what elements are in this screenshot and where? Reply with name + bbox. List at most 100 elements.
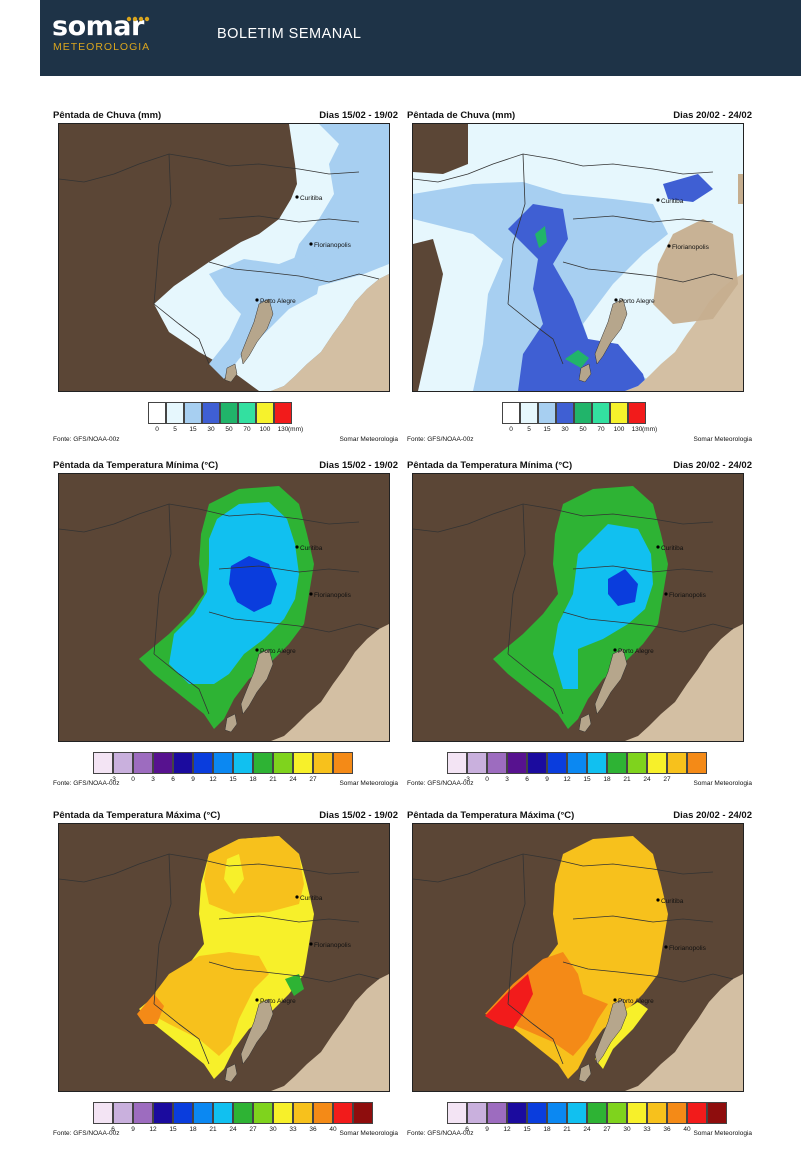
scale-tick-label: 0 [155, 426, 159, 433]
source-label: Fonte: GFS/NOAA-00z [53, 1130, 120, 1137]
city-label-florianopolis: Florianopolis [672, 244, 710, 251]
panel-title: Pêntada da Temperatura Mínima (°C) [407, 460, 573, 471]
scale-swatch [113, 752, 133, 774]
city-label-porto-alegre: Porto Alegre [618, 648, 654, 655]
scale-swatch [567, 1102, 587, 1124]
credit-label: Somar Meteorologia [693, 780, 752, 787]
city-label-porto-alegre: Porto Alegre [619, 298, 655, 305]
city-label-curitiba: Curitiba [661, 545, 684, 552]
scale-swatch [647, 752, 667, 774]
panel-title: Pêntada da Temperatura Máxima (°C) [53, 810, 221, 821]
scale-swatch [153, 752, 173, 774]
scale-tick-label: 27 [249, 1126, 257, 1133]
scale-swatch [213, 752, 233, 774]
panel-title: Pêntada de Chuva (mm) [407, 110, 516, 121]
city-label-porto-alegre: Porto Alegre [260, 998, 296, 1005]
scale-tick-label: 33 [289, 1126, 297, 1133]
color-scale: -3 0 3 6 9 12 15 18 21 24 27 [447, 752, 707, 783]
scale-tick-label: 30 [561, 426, 569, 433]
scale-swatch [520, 402, 538, 424]
scale-swatch [293, 1102, 313, 1124]
panel-dates: Dias 20/02 - 24/02 [673, 110, 752, 121]
scale-swatch [467, 752, 487, 774]
scale-tick-label: 0 [509, 426, 513, 433]
scale-tick-label: 40 [683, 1126, 691, 1133]
scale-swatch [527, 1102, 547, 1124]
scale-tick-label: 24 [583, 1126, 591, 1133]
scale-tick-label: 9 [191, 776, 195, 783]
scale-tick-label: 21 [623, 776, 631, 783]
city-label-porto-alegre: Porto Alegre [260, 648, 296, 655]
panel-rain-period-1: Pêntada de Chuva (mm) Dias 15/02 - 19/02… [53, 110, 398, 450]
page-title: BOLETIM SEMANAL [217, 26, 362, 42]
color-scale: 0 5 15 30 50 70 100 130 (mm) [148, 402, 303, 433]
scale-swatch [153, 1102, 173, 1124]
scale-swatch [313, 1102, 333, 1124]
scale-swatch [113, 1102, 133, 1124]
scale-swatch [592, 402, 610, 424]
rain-map: Curitiba Florianopolis Porto Alegre [412, 123, 744, 392]
scale-swatch [313, 752, 333, 774]
scale-tick-label: 21 [209, 1126, 217, 1133]
scale-swatch [587, 752, 607, 774]
logo-subtitle: METEOROLOGIA [53, 41, 151, 53]
scale-tick-label: 70 [597, 426, 605, 433]
scale-swatch [687, 752, 707, 774]
scale-tick-label: 36 [309, 1126, 317, 1133]
scale-tick-label: 6 [171, 776, 175, 783]
scale-swatch [556, 402, 574, 424]
scale-swatch [610, 402, 628, 424]
tmax-map: Curitiba Florianopolis Porto Alegre [58, 823, 390, 1092]
rain-map: Curitiba Florianopolis Porto Alegre [58, 123, 390, 392]
somar-logo: somar METEOROLOGIA [52, 12, 162, 62]
panel-title: Pêntada da Temperatura Máxima (°C) [407, 810, 575, 821]
scale-swatch [184, 402, 202, 424]
scale-tick-label: 15 [169, 1126, 177, 1133]
panel-dates: Dias 15/02 - 19/02 [319, 810, 398, 821]
scale-swatch [507, 752, 527, 774]
scale-tick-label: 30 [207, 426, 215, 433]
scale-unit-label: (mm) [642, 426, 658, 433]
tmax-map: Curitiba Florianopolis Porto Alegre [412, 823, 744, 1092]
city-label-curitiba: Curitiba [300, 195, 323, 202]
panel-rain-period-2: Pêntada de Chuva (mm) Dias 20/02 - 24/02… [407, 110, 752, 450]
source-label: Fonte: GFS/NOAA-00z [407, 780, 474, 787]
scale-tick-label: 24 [229, 1126, 237, 1133]
scale-swatch [173, 1102, 193, 1124]
panel-dates: Dias 15/02 - 19/02 [319, 460, 398, 471]
scale-swatch [707, 1102, 727, 1124]
scale-tick-label: 5 [173, 426, 177, 433]
scale-swatch [133, 1102, 153, 1124]
scale-tick-label: -3 [464, 776, 470, 783]
scale-tick-label: 12 [149, 1126, 157, 1133]
scale-tick-label: 15 [189, 426, 197, 433]
header-bar: somar METEOROLOGIA BOLETIM SEMANAL [40, 0, 801, 76]
panel-dates: Dias 15/02 - 19/02 [319, 110, 398, 121]
scale-swatch [173, 752, 193, 774]
scale-tick-label: 70 [243, 426, 251, 433]
scale-swatch [253, 752, 273, 774]
scale-swatch [667, 752, 687, 774]
scale-tick-label: 15 [583, 776, 591, 783]
scale-swatch [627, 1102, 647, 1124]
panel-tmin-period-2: Pêntada da Temperatura Mínima (°C) Dias … [407, 460, 752, 800]
city-label-curitiba: Curitiba [661, 898, 684, 905]
scale-tick-label: 12 [503, 1126, 511, 1133]
color-scale: 6 9 12 15 18 21 24 27 30 33 36 40 [93, 1102, 373, 1133]
scale-swatch [487, 1102, 507, 1124]
scale-swatch [273, 752, 293, 774]
scale-swatch [93, 1102, 113, 1124]
scale-swatch [627, 752, 647, 774]
scale-tick-label: 27 [309, 776, 317, 783]
scale-tick-label: 100 [259, 426, 271, 433]
scale-tick-label: 12 [209, 776, 217, 783]
scale-swatch [213, 1102, 233, 1124]
scale-swatch [193, 1102, 213, 1124]
city-label-porto-alegre: Porto Alegre [618, 998, 654, 1005]
scale-swatch [253, 1102, 273, 1124]
color-scale: -3 0 3 6 9 12 15 18 21 24 27 [93, 752, 353, 783]
scale-tick-label: -3 [110, 776, 116, 783]
tmin-map: Curitiba Florianopolis Porto Alegre [58, 473, 390, 742]
scale-tick-label: 24 [289, 776, 297, 783]
scale-tick-label: 3 [505, 776, 509, 783]
